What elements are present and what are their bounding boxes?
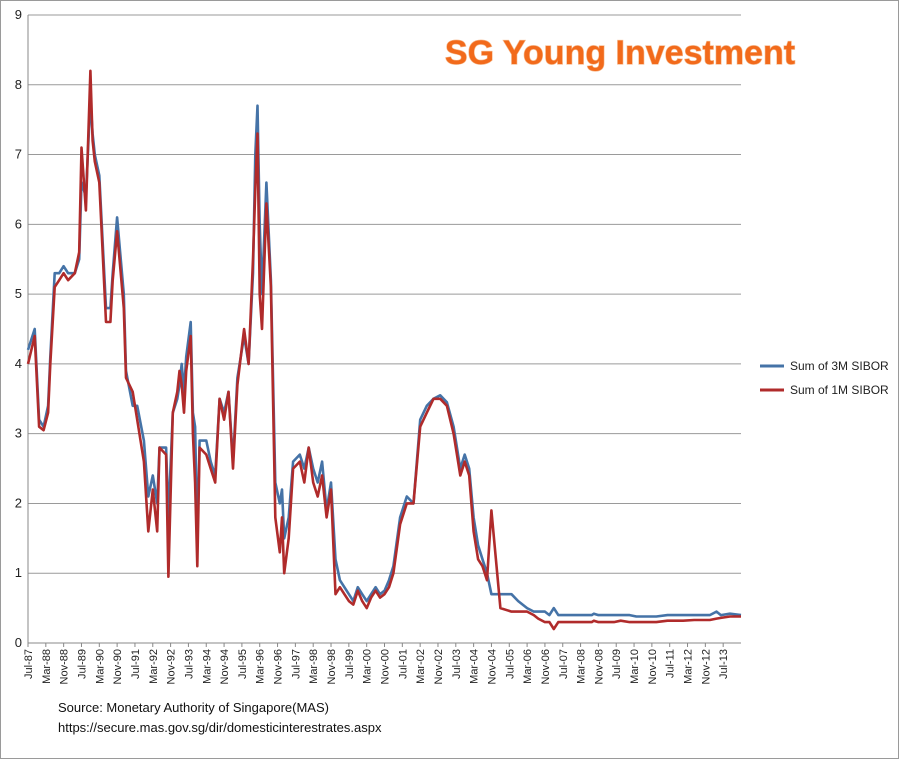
x-tick-label: Jul-95 (237, 649, 249, 679)
y-axis-ticks: 0 1 2 3 4 5 6 7 8 9 (15, 7, 22, 650)
x-tick-label: Jul-87 (23, 649, 35, 679)
x-tick-label: Mar-92 (148, 649, 160, 684)
x-tick-label: Nov-96 (273, 649, 285, 684)
x-tick-label: Jul-91 (130, 649, 142, 679)
x-tick-label: Jul-07 (558, 649, 570, 679)
x-tick-label: Mar-94 (201, 649, 213, 684)
x-tick-label: Nov-04 (486, 649, 498, 684)
x-tick-label: Mar-90 (94, 649, 106, 684)
x-tick-label: Mar-08 (576, 649, 588, 684)
gridlines (27, 14, 741, 644)
source-line-2: https://secure.mas.gov.sg/dir/domesticin… (58, 720, 382, 735)
y-tick-label: 8 (15, 77, 22, 92)
x-tick-label: Jul-11 (665, 649, 677, 678)
x-axis-ticks: Jul-87 Mar-88 Nov-88 Jul-89 Mar-90 Nov-90 Jul-… (23, 643, 730, 684)
y-tick-label: 4 (15, 356, 22, 371)
x-tick-label: Jul-99 (344, 649, 356, 679)
x-tick-label: Mar-02 (415, 649, 427, 684)
x-tick-label: Jul-93 (183, 649, 195, 679)
x-tick-label: Nov-92 (166, 649, 178, 684)
x-tick-label: Jul-03 (451, 649, 463, 679)
watermark-title: SG Young Investment (445, 34, 795, 72)
source-line-1: Source: Monetary Authority of Singapore(… (58, 700, 329, 715)
y-tick-label: 2 (15, 495, 22, 510)
series-line-1 (26, 97, 742, 618)
x-tick-label: Jul-13 (718, 649, 730, 679)
y-tick-label: 6 (15, 216, 22, 231)
x-tick-label: Mar-10 (629, 649, 641, 684)
x-tick-label: Nov-88 (59, 649, 71, 684)
legend-label-1: Sum of 3M SIBOR (790, 359, 889, 373)
x-tick-label: Jul-09 (611, 649, 623, 679)
x-tick-label: Mar-12 (683, 649, 695, 684)
x-tick-label: Jul-01 (397, 649, 409, 679)
y-tick-label: 1 (15, 565, 22, 580)
x-tick-label: Jul-97 (290, 649, 302, 679)
x-tick-label: Mar-06 (522, 649, 534, 684)
y-tick-label: 3 (15, 426, 22, 441)
y-tick-label: 9 (15, 7, 22, 22)
legend: Sum of 3M SIBOR Sum of 1M SIBOR (760, 359, 889, 397)
x-tick-label: Nov-02 (433, 649, 445, 684)
x-tick-label: Jul-89 (76, 649, 88, 679)
y-tick-label: 0 (15, 635, 22, 650)
x-tick-label: Mar-04 (469, 649, 481, 684)
x-tick-label: Mar-96 (255, 649, 267, 684)
x-tick-label: Nov-90 (112, 649, 124, 684)
x-tick-label: Nov-08 (593, 649, 605, 684)
legend-label-2: Sum of 1M SIBOR (790, 383, 889, 397)
series-line-2 (26, 69, 741, 631)
x-tick-label: Jul-05 (504, 649, 516, 679)
x-tick-label: Nov-10 (647, 649, 659, 684)
x-tick-label: Mar-00 (362, 649, 374, 684)
x-tick-label: Mar-88 (41, 649, 53, 684)
y-tick-label: 7 (15, 147, 22, 162)
y-tick-label: 5 (15, 286, 22, 301)
x-tick-label: Nov-00 (380, 649, 392, 684)
x-tick-label: Nov-12 (700, 649, 712, 684)
x-tick-label: Nov-06 (540, 649, 552, 684)
x-tick-label: Nov-98 (326, 649, 338, 684)
x-tick-label: Mar-98 (308, 649, 320, 684)
series-lines (26, 69, 742, 631)
x-tick-label: Nov-94 (219, 649, 231, 684)
